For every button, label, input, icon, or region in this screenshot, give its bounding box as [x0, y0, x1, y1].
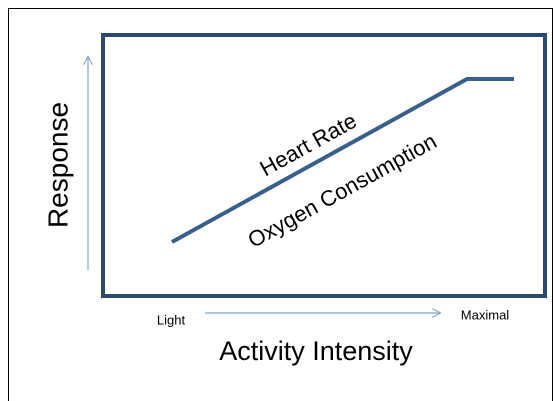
plot-box	[101, 33, 547, 298]
response-curve	[171, 77, 514, 244]
x-end-label: Maximal	[461, 307, 510, 322]
x-axis-label: Activity Intensity	[219, 336, 413, 366]
x-start-label: Light	[157, 312, 186, 327]
y-axis-label: Response	[42, 102, 73, 228]
